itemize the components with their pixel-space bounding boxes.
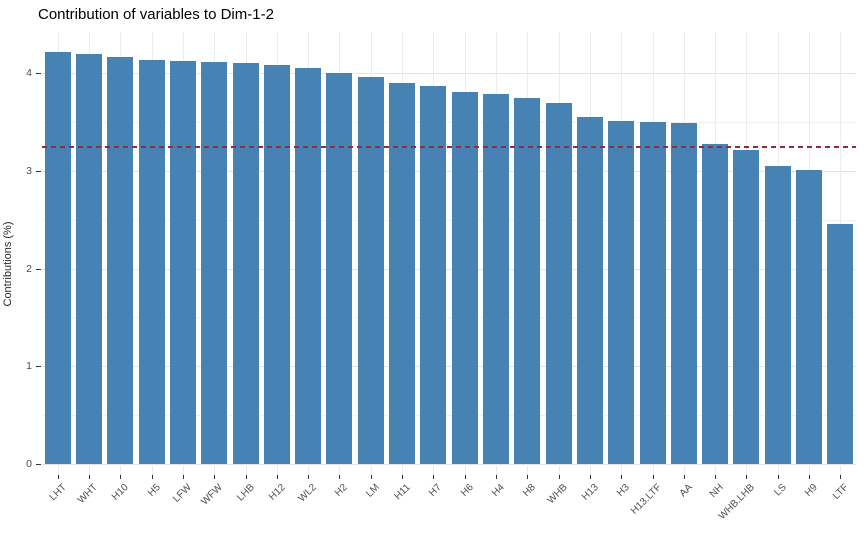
bar-NH xyxy=(702,144,729,464)
x-axis-tick xyxy=(809,475,811,479)
bar-H12 xyxy=(263,65,290,464)
bar-H9 xyxy=(796,169,823,464)
y-axis-tick xyxy=(36,268,41,270)
bar-LM xyxy=(357,76,384,464)
x-axis-tick xyxy=(151,475,153,479)
y-tick-label: 1 xyxy=(26,360,32,373)
bar-WFW xyxy=(201,62,228,464)
bar-H8 xyxy=(514,98,541,464)
y-axis-tick xyxy=(36,464,41,465)
bar-H13 xyxy=(576,116,603,464)
bar-WHB.LHB xyxy=(733,150,760,464)
y-axis-tick xyxy=(36,366,41,368)
x-axis-tick xyxy=(683,475,685,479)
gridline-minor-y xyxy=(42,415,856,417)
bar-LTF xyxy=(827,223,854,464)
x-axis-tick xyxy=(308,475,310,479)
x-axis-tick xyxy=(214,475,216,479)
bar-WL2 xyxy=(295,68,322,464)
x-axis-tick xyxy=(370,475,372,479)
bar-AA xyxy=(670,122,697,464)
gridline-major-y xyxy=(42,366,856,368)
gridline-minor-y xyxy=(42,121,856,123)
chart-title: Contribution of variables to Dim-1-2 xyxy=(38,6,274,23)
bar-WHB xyxy=(545,103,572,464)
bar-H7 xyxy=(420,85,447,464)
y-axis-tick xyxy=(36,170,41,172)
x-axis-tick xyxy=(339,475,341,479)
x-axis-tick xyxy=(495,475,497,479)
x-axis-tick xyxy=(88,475,90,479)
y-axis-tick xyxy=(36,73,41,74)
bar-H5 xyxy=(138,60,165,464)
gridline-minor-y xyxy=(42,219,856,221)
y-tick-label: 0 xyxy=(26,458,32,470)
bar-LS xyxy=(764,165,791,464)
bar-H4 xyxy=(482,93,509,464)
x-axis-tick xyxy=(589,475,591,479)
x-axis-tick xyxy=(746,475,748,479)
x-axis-tick xyxy=(652,475,654,479)
bar-LHT xyxy=(44,52,71,464)
gridline-major-y xyxy=(42,73,856,74)
x-axis-tick xyxy=(182,475,184,479)
x-axis-tick xyxy=(57,475,59,479)
gridline-minor-y xyxy=(42,317,856,319)
y-tick-label: 3 xyxy=(26,164,32,177)
x-axis-tick xyxy=(621,475,623,479)
reference-dashed-line xyxy=(42,146,856,149)
gridline-major-y xyxy=(42,268,856,270)
x-axis-tick xyxy=(245,475,247,479)
x-axis-tick xyxy=(527,475,529,479)
bar-H6 xyxy=(451,91,478,464)
gridline-major-y xyxy=(42,464,856,465)
x-axis-tick xyxy=(840,475,842,479)
bar-LFW xyxy=(169,61,196,464)
gridline-major-y xyxy=(42,170,856,172)
bar-LHB xyxy=(232,63,259,464)
bar-H13.LTF xyxy=(639,121,666,464)
bar-H11 xyxy=(389,82,416,464)
bar-H3 xyxy=(608,120,635,464)
x-axis-tick xyxy=(402,475,404,479)
x-axis-tick xyxy=(558,475,560,479)
y-tick-label: 4 xyxy=(26,67,32,79)
x-axis-tick xyxy=(120,475,122,479)
x-axis-tick xyxy=(433,475,435,479)
bar-H2 xyxy=(326,73,353,464)
x-axis-tick xyxy=(276,475,278,479)
x-axis-tick xyxy=(464,475,466,479)
x-axis-tick xyxy=(777,475,779,479)
y-tick-label: 2 xyxy=(26,262,32,275)
x-axis-tick xyxy=(715,475,717,479)
bar-H10 xyxy=(107,57,134,464)
bar-WHT xyxy=(75,54,102,464)
